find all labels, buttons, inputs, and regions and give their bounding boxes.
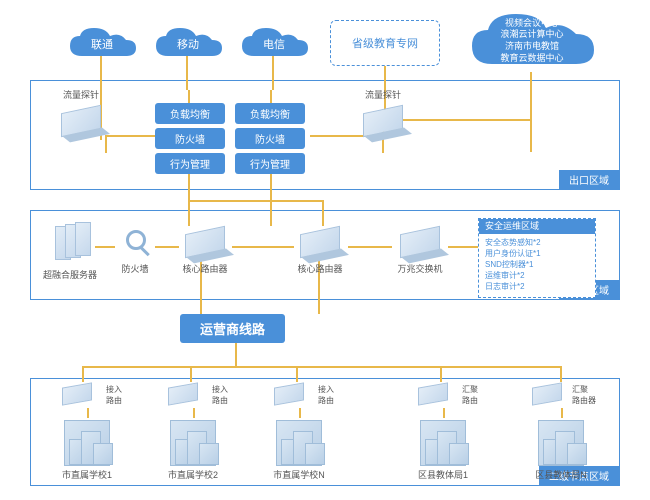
agg-label: 汇聚 路由器	[572, 384, 596, 406]
node-label: 市直属学校2	[158, 468, 228, 481]
agg-label: 汇聚 路由	[462, 384, 478, 406]
probe-label: 流量探针	[360, 88, 406, 101]
access-label: 接入 路由	[106, 384, 122, 406]
dev-router-1: 核心路由器	[175, 224, 235, 275]
node-edu-1: 汇聚 路由 区县教体局1	[408, 384, 478, 481]
cloud-telecom: 电信	[234, 24, 314, 64]
carrier-line: 运营商线路	[180, 314, 285, 343]
node-label: 区县教体局1	[408, 468, 478, 481]
pill-fw-1: 防火墙	[155, 128, 225, 149]
security-item: 运维审计*2	[485, 270, 589, 281]
dev-label: 防火墙	[110, 262, 160, 275]
dev-label: 核心路由器	[290, 262, 350, 275]
security-item: 用户身份认证*1	[485, 248, 589, 259]
node-label: 区县教体局N	[526, 468, 596, 481]
security-item: 日志审计*2	[485, 281, 589, 292]
dev-router-2: 核心路由器	[290, 224, 350, 275]
node-edu-n: 汇聚 路由器 区县教体局N	[526, 384, 596, 481]
dev-label: 核心路由器	[175, 262, 235, 275]
cloud-unicom: 联通	[62, 24, 142, 64]
cloud-label: 视频会议中心 浪潮云计算中心 济南市电教馆 教育云数据中心	[500, 18, 563, 65]
cloud-prov-edu: 省级教育专网	[330, 20, 440, 66]
dev-hyper: 超融合服务器	[40, 224, 100, 281]
access-label: 接入 路由	[318, 384, 334, 406]
cloud-label: 省级教育专网	[352, 35, 418, 51]
cloud-services: 视频会议中心 浪潮云计算中心 济南市电教馆 教育云数据中心	[462, 8, 602, 74]
pill-lb-1: 负载均衡	[155, 103, 225, 124]
cloud-mobile: 移动	[148, 24, 228, 64]
security-title: 安全运维区域	[479, 219, 595, 234]
dev-switch: 万兆交换机	[390, 224, 450, 275]
security-item: 安全态势感知*2	[485, 237, 589, 248]
node-school-n: 接入 路由 市直属学校N	[264, 384, 334, 481]
probe-right: 流量探针	[360, 88, 406, 141]
node-label: 市直属学校N	[264, 468, 334, 481]
security-item: SND控制器*1	[485, 259, 589, 270]
security-box: 安全运维区域 安全态势感知*2 用户身份认证*1 SND控制器*1 运维审计*2…	[478, 218, 596, 298]
dev-firewall: 防火墙	[110, 224, 160, 275]
probe-label: 流量探针	[58, 88, 104, 101]
access-label: 接入 路由	[212, 384, 228, 406]
dev-label: 超融合服务器	[40, 268, 100, 281]
zone-label-egress: 出口区域	[559, 170, 619, 189]
pill-lb-2: 负载均衡	[235, 103, 305, 124]
node-label: 市直属学校1	[52, 468, 122, 481]
dev-label: 万兆交换机	[390, 262, 450, 275]
pill-bm-2: 行为管理	[235, 153, 305, 174]
node-school-1: 接入 路由 市直属学校1	[52, 384, 122, 481]
node-school-2: 接入 路由 市直属学校2	[158, 384, 228, 481]
pill-fw-2: 防火墙	[235, 128, 305, 149]
probe-left: 流量探针	[58, 88, 104, 141]
pill-bm-1: 行为管理	[155, 153, 225, 174]
cloud-label: 移动	[177, 36, 199, 52]
cloud-label: 联通	[91, 36, 113, 52]
cloud-label: 电信	[263, 36, 285, 52]
